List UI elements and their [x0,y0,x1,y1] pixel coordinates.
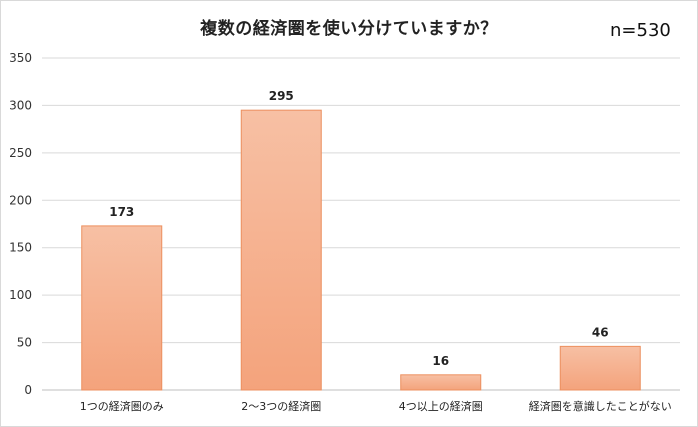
category-label: 2〜3つの経済圏 [241,399,321,413]
y-tick-label: 200 [9,193,32,207]
sample-size-annotation: n=530 [610,20,671,41]
data-label: 46 [592,325,609,339]
y-tick-label: 100 [9,288,32,302]
category-labels: 1つの経済圏のみ 2〜3つの経済圏 4つ以上の経済圏 経済圏を意識したことがない [80,399,672,413]
bar [559,345,641,391]
y-tick-label: 250 [9,146,32,160]
data-labels: 173 295 16 46 [109,89,608,368]
data-label: 173 [109,205,134,219]
y-tick-label: 0 [24,383,32,397]
bars [81,109,641,391]
bar [240,109,322,391]
category-label: 経済圏を意識したことがない [529,399,672,413]
y-axis-ticks: 0 50 100 150 200 250 300 350 [9,51,32,397]
y-tick-label: 150 [9,241,32,255]
y-tick-label: 50 [17,336,32,350]
bar [81,225,163,391]
category-label: 4つ以上の経済圏 [399,399,483,413]
chart-title: 複数の経済圏を使い分けていますか？ [200,19,498,39]
data-label: 16 [432,354,449,368]
bar [400,374,482,391]
category-label: 1つの経済圏のみ [80,399,164,413]
y-tick-label: 350 [9,51,32,65]
y-tick-label: 300 [9,98,32,112]
data-label: 295 [269,89,294,103]
